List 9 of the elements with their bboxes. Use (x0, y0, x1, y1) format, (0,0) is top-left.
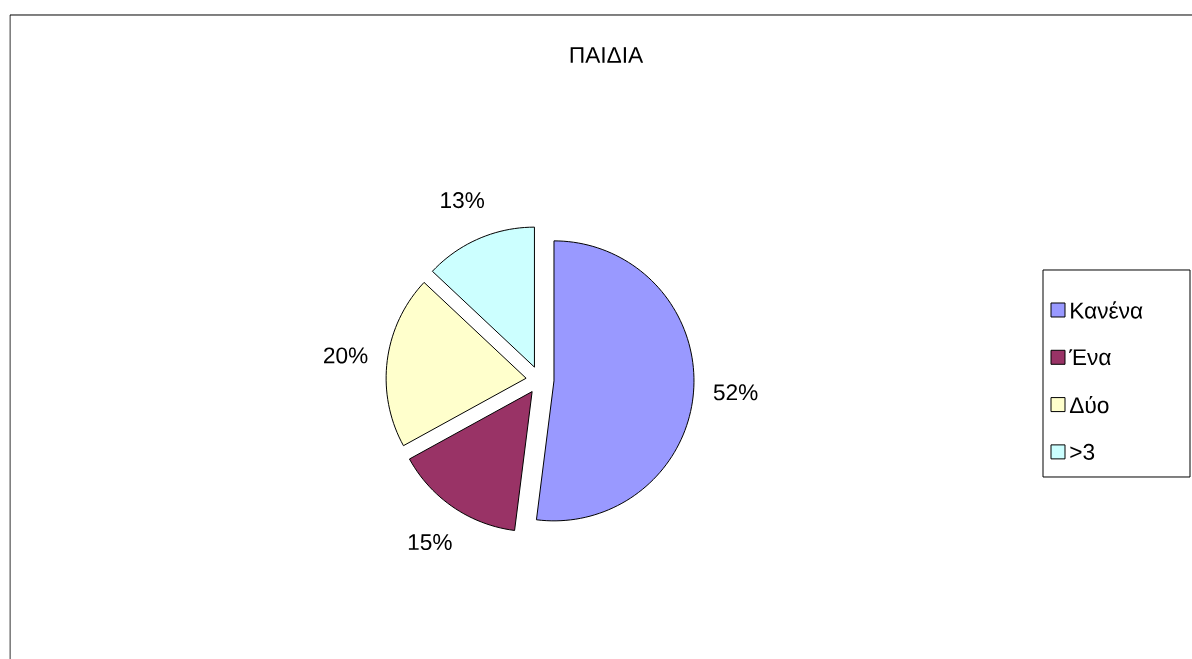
data-label: 15% (408, 534, 452, 551)
data-label: 20% (324, 347, 368, 364)
data-label: 13% (441, 192, 485, 209)
legend-label: Κανένα (1071, 301, 1143, 319)
legend-label: >3 (1070, 443, 1095, 460)
chart-title: ΠΑΙΔΙΑ (570, 47, 644, 63)
legend-label: Ένα (1069, 349, 1111, 366)
legend-label: Δύο (1069, 395, 1109, 414)
data-label: 52% (713, 384, 758, 401)
